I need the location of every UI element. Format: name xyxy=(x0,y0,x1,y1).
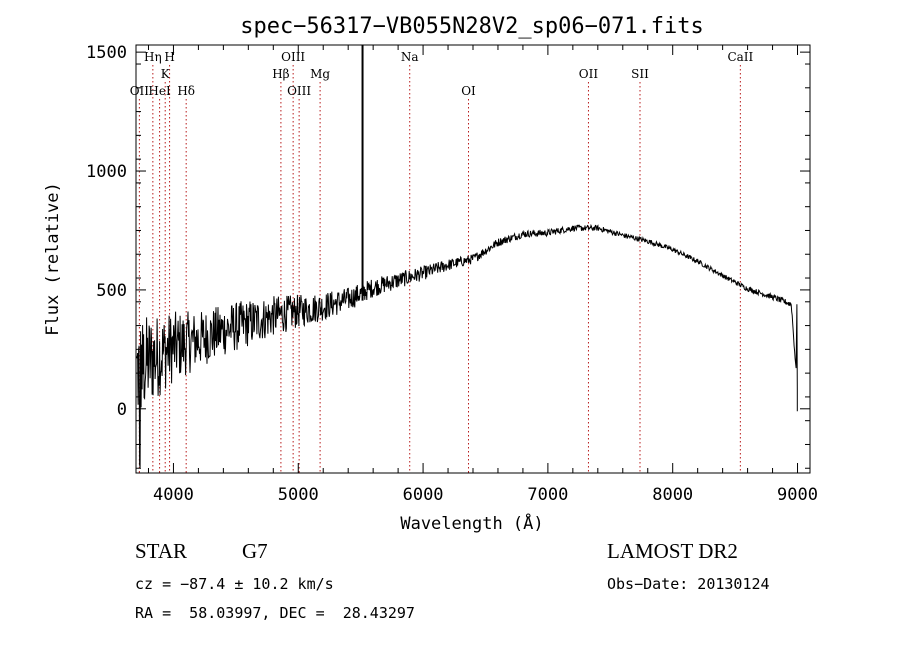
line-marker-label: Hη xyxy=(144,50,162,64)
line-marker-label: OII xyxy=(579,67,599,81)
y-tick-label: 500 xyxy=(96,281,127,301)
spectrum-trace xyxy=(136,45,798,468)
y-tick-label: 0 xyxy=(117,400,127,420)
line-marker-label: OI xyxy=(461,84,476,98)
x-axis-label: Wavelength (Å) xyxy=(400,512,543,534)
x-tick-label: 4000 xyxy=(153,485,194,505)
object-subclass: G7 xyxy=(242,539,268,563)
spectral-line-markers: OII Hη HeI KH Hδ Hβ OIII OIII Mg Na OI OII SII CaII xyxy=(130,50,754,473)
line-marker-label: H xyxy=(164,50,174,64)
line-marker-label: OIII xyxy=(281,50,305,64)
x-tick-label: 8000 xyxy=(652,485,693,505)
spectrum-line xyxy=(136,223,798,468)
y-tick-label: 1500 xyxy=(86,43,127,63)
x-tick-label: 9000 xyxy=(777,485,818,505)
line-marker-label: CaII xyxy=(727,50,753,64)
observation-date: Obs−Date: 20130124 xyxy=(607,575,770,593)
line-marker-label: HeI xyxy=(148,84,171,98)
survey-name: LAMOST DR2 xyxy=(607,539,738,563)
line-marker-label: Mg xyxy=(310,67,330,81)
line-marker-label: Hβ xyxy=(272,67,289,81)
line-marker-label: OII xyxy=(130,84,150,98)
line-marker-label: OIII xyxy=(287,84,311,98)
sky-coordinates: RA = 58.03997, DEC = 28.43297 xyxy=(135,604,415,622)
y-axis-label: Flux (relative) xyxy=(43,182,63,336)
chart-title: spec−56317−VB055N28V2_sp06−071.fits xyxy=(240,14,704,39)
x-tick-label: 6000 xyxy=(403,485,444,505)
y-tick-label: 1000 xyxy=(86,162,127,182)
redshift-velocity: cz = −87.4 ± 10.2 km/s xyxy=(135,575,334,593)
line-marker-label: K xyxy=(161,67,171,81)
line-marker-label: Na xyxy=(401,50,419,64)
object-type: STAR xyxy=(135,539,187,563)
x-tick-label: 5000 xyxy=(278,485,319,505)
axes: 4000 5000 6000 7000 8000 9000 0 500 1000 1500 xyxy=(86,43,818,505)
line-marker-label: SII xyxy=(631,67,649,81)
x-tick-label: 7000 xyxy=(527,485,568,505)
line-marker-label: Hδ xyxy=(177,84,195,98)
